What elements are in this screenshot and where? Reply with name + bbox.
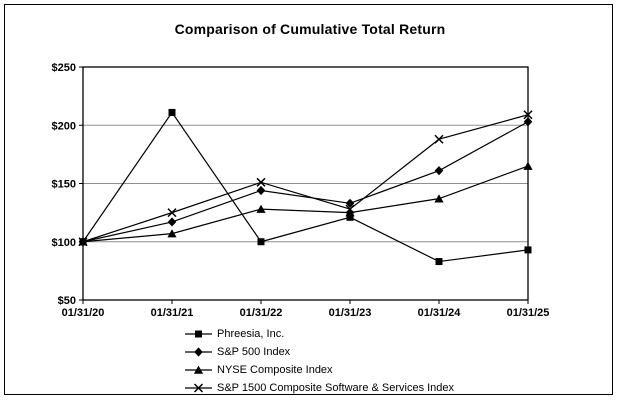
x-marker-icon <box>185 383 212 393</box>
y-tick-label: $200 <box>52 120 76 132</box>
y-tick-label: $50 <box>58 295 76 307</box>
legend-item-phreesia-inc: Phreesia, Inc. <box>185 325 454 343</box>
triangle-marker-icon <box>185 365 212 374</box>
chart-window-border <box>4 4 613 395</box>
y-tick-label: $100 <box>52 237 76 249</box>
chart-title: Comparison of Cumulative Total Return <box>174 21 446 37</box>
series-line-s-p-500-index <box>82 121 529 243</box>
y-tick-label: $250 <box>52 62 76 74</box>
x-tick-label: 01/31/25 <box>507 307 550 319</box>
diamond-marker-icon <box>185 347 212 357</box>
legend-label: Phreesia, Inc. <box>217 328 285 340</box>
x-tick-label: 01/31/22 <box>240 307 283 319</box>
x-tick-label: 01/31/24 <box>418 307 462 319</box>
legend-label: S&P 500 Index <box>217 346 291 358</box>
x-tick-label: 01/31/21 <box>151 307 194 319</box>
chart-legend: Phreesia, Inc. S&P 500 Index NYSE Composit… <box>185 325 454 397</box>
y-tick-label: $150 <box>52 179 76 191</box>
series-line-s-p-1500-composite-software-services-index <box>82 114 529 243</box>
series-line-nyse-composite-index <box>82 165 529 243</box>
x-tick-label: 01/31/20 <box>62 307 105 319</box>
legend-label: NYSE Composite Index <box>217 364 333 376</box>
x-tick-label: 01/31/23 <box>329 307 372 319</box>
square-marker-icon <box>185 330 212 338</box>
legend-item-s-p-1500-composite-software-services-index: S&P 1500 Composite Software & Services I… <box>185 379 454 397</box>
series-markers-s-p-1500-composite-software-services-index <box>78 110 533 247</box>
series-line-phreesia-inc <box>82 111 529 263</box>
legend-label: S&P 1500 Composite Software & Services I… <box>217 382 455 394</box>
legend-item-s-p-500-index: S&P 500 Index <box>185 343 454 361</box>
legend-item-nyse-composite-index: NYSE Composite Index <box>185 361 454 379</box>
series-markers-nyse-composite-index <box>78 161 533 246</box>
